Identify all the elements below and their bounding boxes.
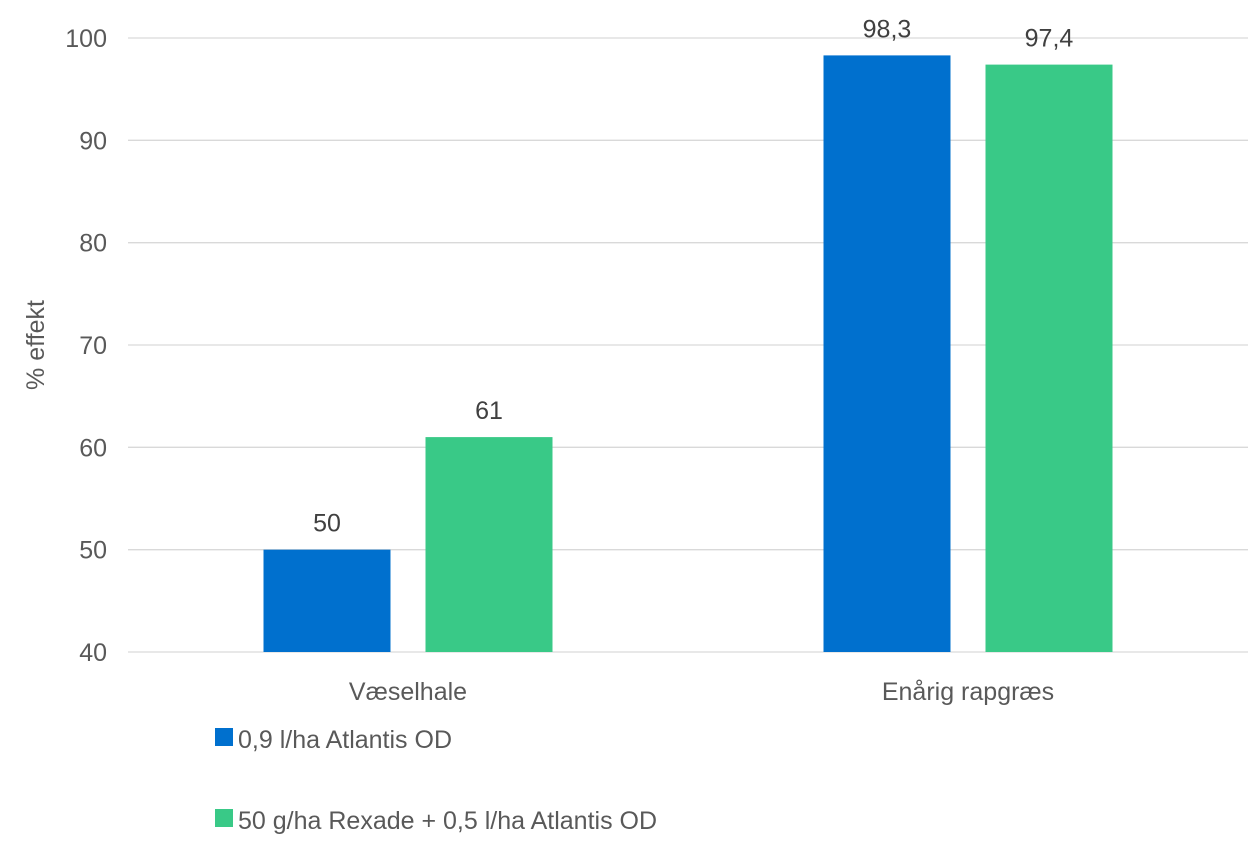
legend-swatch bbox=[215, 809, 233, 827]
data-labels: 50 61 98,3 97,4 bbox=[313, 15, 1073, 537]
bar bbox=[985, 64, 1113, 652]
y-tick-label: 70 bbox=[79, 332, 107, 360]
y-tick-label: 50 bbox=[79, 537, 107, 565]
bars bbox=[263, 55, 1113, 652]
x-category-label: Enårig rapgræs bbox=[882, 678, 1054, 706]
data-label: 61 bbox=[475, 397, 503, 425]
bar bbox=[425, 437, 553, 652]
y-tick-label: 40 bbox=[79, 639, 107, 667]
data-label: 50 bbox=[313, 510, 341, 538]
bar bbox=[823, 55, 951, 652]
legend: 0,9 l/ha Atlantis OD 50 g/ha Rexade + 0,5… bbox=[215, 726, 657, 835]
y-tick-label: 90 bbox=[79, 127, 107, 155]
x-axis-categories: Væselhale Enårig rapgræs bbox=[349, 678, 1054, 706]
data-label: 97,4 bbox=[1025, 25, 1074, 53]
y-tick-label: 100 bbox=[65, 25, 107, 53]
x-category-label: Væselhale bbox=[349, 678, 467, 706]
y-axis-ticks: 40 50 60 70 80 90 100 bbox=[65, 25, 107, 667]
legend-label: 0,9 l/ha Atlantis OD bbox=[238, 726, 452, 754]
y-axis-title: % effekt bbox=[22, 300, 50, 390]
data-label: 98,3 bbox=[863, 15, 912, 43]
y-tick-label: 80 bbox=[79, 230, 107, 258]
legend-swatch bbox=[215, 728, 233, 746]
bar bbox=[263, 549, 391, 652]
legend-label: 50 g/ha Rexade + 0,5 l/ha Atlantis OD bbox=[238, 807, 657, 835]
y-tick-label: 60 bbox=[79, 434, 107, 462]
